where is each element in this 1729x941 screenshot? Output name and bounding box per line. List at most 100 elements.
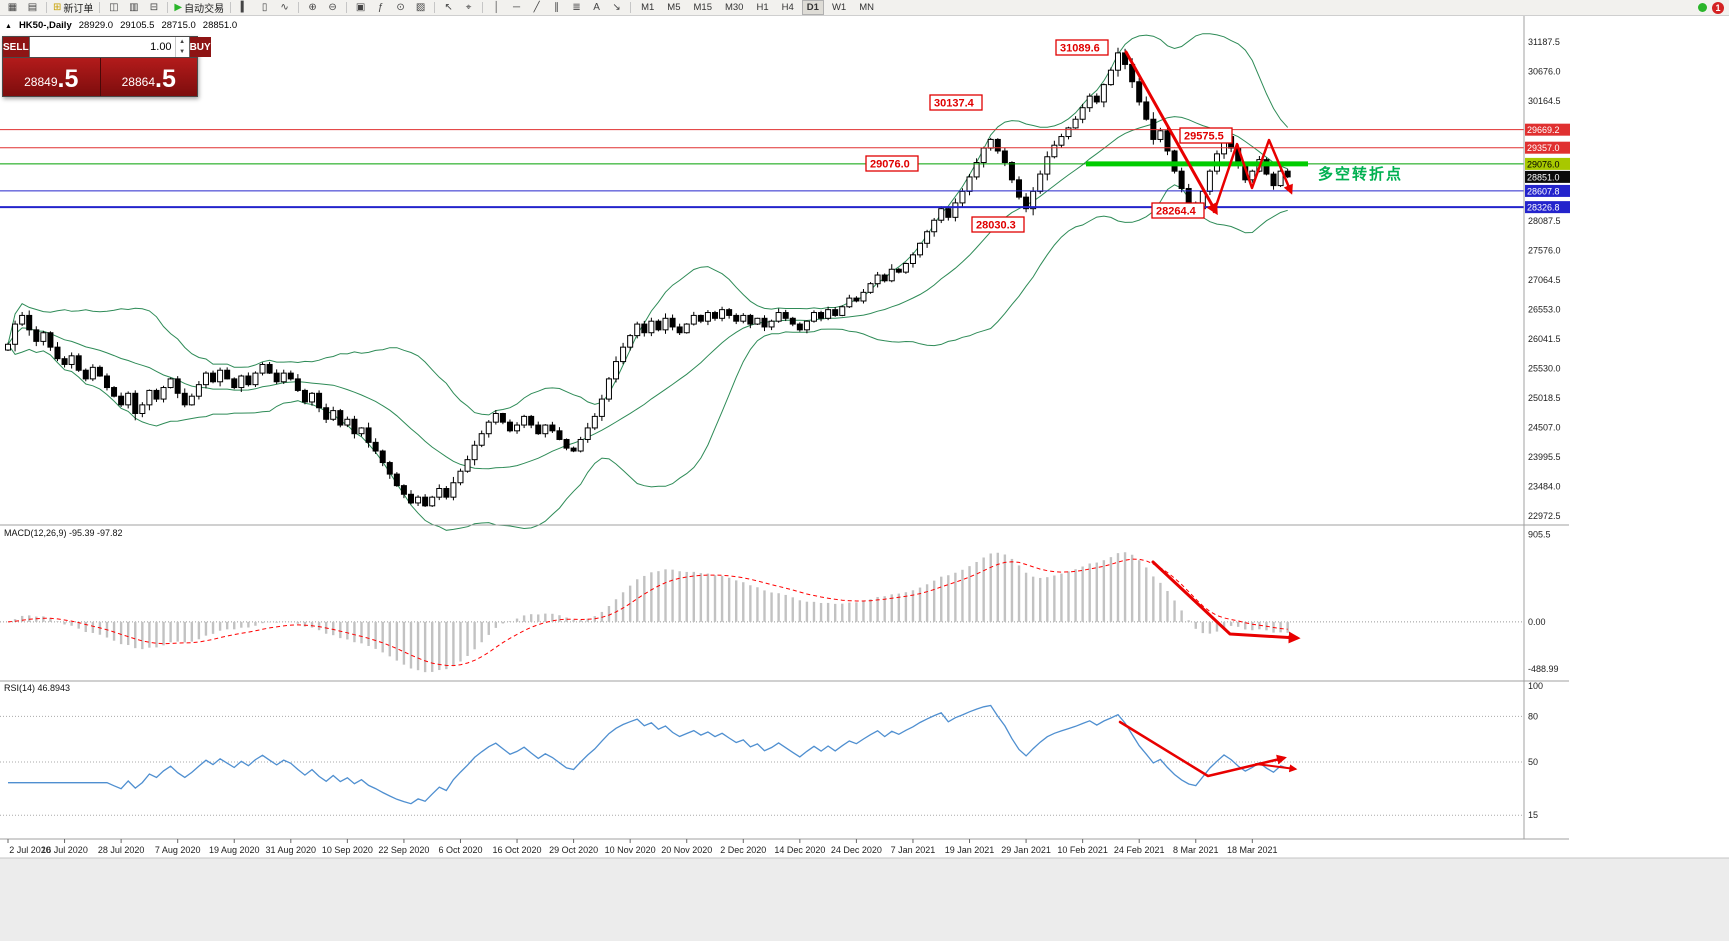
candle-body — [160, 387, 167, 400]
level-price-tag-text: 28607.8 — [1527, 186, 1560, 196]
chart-profiles-icon[interactable]: ▤ — [23, 1, 42, 15]
candle-body — [1001, 150, 1008, 164]
zoom-in-icon[interactable]: ⊕ — [303, 1, 322, 15]
candle-body — [195, 384, 202, 397]
indicators-icon[interactable]: ƒ — [371, 1, 390, 15]
arrows-tool-icon-glyph: ↘ — [612, 1, 621, 13]
text-tool-icon[interactable]: A — [587, 1, 606, 15]
channel-icon-glyph: ∥ — [554, 1, 560, 13]
price-callout-box[interactable] — [1151, 202, 1205, 219]
crosshair-icon[interactable]: ⌖ — [459, 1, 478, 15]
trend-arrow[interactable] — [1124, 50, 1218, 216]
timeframe-d1[interactable]: D1 — [801, 0, 824, 15]
date-label: 8 Mar 2021 — [1173, 845, 1219, 855]
volume-input[interactable] — [29, 37, 175, 57]
candle-body — [111, 387, 118, 397]
market-watch-icon[interactable]: ◫ — [104, 1, 123, 15]
volume-increase-button[interactable]: ▲ — [179, 39, 186, 45]
candle-body — [358, 427, 365, 435]
candle-body — [591, 415, 598, 429]
price-callout-box[interactable] — [1055, 39, 1109, 56]
candle-body — [457, 470, 464, 484]
timeframe-m5[interactable]: M5 — [667, 2, 681, 13]
terminal-icon[interactable]: ⊟ — [144, 1, 163, 15]
candle-body — [966, 176, 973, 192]
line-chart-type-icon[interactable]: ∿ — [275, 1, 294, 15]
notification-badge[interactable]: 1 — [1712, 1, 1724, 14]
data-window-icon[interactable]: ▥ — [124, 1, 143, 15]
zoom-out-icon[interactable]: ⊖ — [323, 1, 342, 15]
timeframe-mn[interactable]: MN — [859, 2, 874, 13]
candle-body — [676, 326, 683, 334]
price-callout-box[interactable] — [1179, 127, 1233, 144]
date-label: 20 Nov 2020 — [661, 845, 712, 855]
bar-chart-type-icon[interactable]: ▍ — [235, 1, 254, 15]
candle-body — [351, 418, 358, 435]
buy-button[interactable]: BUY — [189, 37, 211, 57]
candle-body — [1107, 69, 1114, 86]
candle-body — [1058, 136, 1065, 146]
timeframe-h1[interactable]: H1 — [756, 2, 769, 13]
price-callout-text: 28264.4 — [1156, 206, 1197, 218]
candle-body — [627, 335, 634, 348]
tile-windows-icon[interactable]: ▣ — [351, 1, 370, 15]
candle-body — [1030, 190, 1037, 210]
candle-body — [1270, 173, 1277, 187]
date-label: 19 Jan 2021 — [945, 845, 995, 855]
price-callout-box[interactable] — [971, 216, 1025, 233]
templates-icon[interactable]: ▨ — [411, 1, 430, 15]
periods-icon[interactable]: ⊙ — [391, 1, 410, 15]
candlestick-type-icon[interactable]: ▯ — [255, 1, 274, 15]
candle-body — [379, 450, 386, 464]
candle-body — [1114, 52, 1121, 71]
price-scale-label: 30676.0 — [1528, 67, 1561, 77]
date-label: 24 Dec 2020 — [831, 845, 882, 855]
trendline-icon[interactable]: ╱ — [527, 1, 546, 15]
candle-body — [132, 392, 139, 415]
candle-body — [26, 314, 33, 331]
timeframe-h4[interactable]: H4 — [781, 2, 794, 13]
auto-trading-button[interactable]: ▶ 自动交易 — [172, 1, 226, 16]
vertical-line-icon[interactable]: │ — [487, 1, 506, 15]
candle-body — [563, 438, 570, 449]
crosshair-icon-glyph: ⌖ — [465, 1, 472, 13]
trend-arrow[interactable] — [1255, 763, 1298, 773]
date-label: 18 Mar 2021 — [1227, 845, 1278, 855]
price-callout-box[interactable] — [929, 94, 983, 111]
connection-status-icon — [1698, 3, 1707, 12]
timeframe-m15[interactable]: M15 — [693, 2, 712, 13]
cursor-icon[interactable]: ↖ — [439, 1, 458, 15]
trend-arrow[interactable] — [1118, 720, 1287, 778]
volume-decrease-button[interactable]: ▼ — [179, 49, 186, 55]
candle-body — [1206, 170, 1213, 192]
chart-canvas[interactable]: MACD(12,26,9) -95.39 -97.82 905.5 0.00 -488… — [0, 16, 1729, 941]
fibonacci-icon[interactable]: ≣ — [567, 1, 586, 15]
candle-body — [1100, 84, 1107, 103]
trend-arrow[interactable] — [1212, 138, 1293, 214]
new-order-button[interactable]: ⊞ 新订单 — [51, 1, 95, 16]
horizontal-line-icon[interactable]: ─ — [507, 1, 526, 15]
arrows-tool-icon[interactable]: ↘ — [607, 1, 626, 15]
timeframe-m1[interactable]: M1 — [641, 2, 655, 13]
rsi-scale-label: 50 — [1528, 757, 1538, 767]
timeframe-m30[interactable]: M30 — [724, 2, 744, 13]
level-price-tag — [1525, 184, 1570, 197]
trend-arrow[interactable] — [1151, 560, 1301, 644]
price-scale-label: 26041.5 — [1528, 334, 1561, 344]
zoom-out-icon-glyph: ⊖ — [328, 1, 337, 13]
sell-price-display[interactable]: 28849 .5 — [3, 58, 101, 96]
candle-body — [146, 389, 153, 406]
channel-icon[interactable]: ∥ — [547, 1, 566, 15]
price-scale[interactable]: 31187.5 30676.0 30164.5 28087.5 27576.0 27064… — [1525, 37, 1570, 521]
buy-price-display[interactable]: 28864 .5 — [100, 58, 197, 96]
price-callout-box[interactable] — [865, 155, 919, 172]
timeframe-w1[interactable]: W1 — [831, 2, 847, 13]
candle-body — [1157, 130, 1164, 140]
toolbar-separator — [46, 2, 47, 13]
candle-body — [231, 378, 238, 389]
new-chart-icon[interactable]: ▦ — [3, 1, 22, 15]
sell-button[interactable]: SELL — [3, 37, 29, 57]
main-toolbar: ▦ ▤ ⊞ 新订单 ◫ ▥ ⊟ ▶ 自动交易 ▍ ▯ ∿ ⊕ ⊖ ▣ ƒ ⊙ ▨ ↖ ⌖ │ ─ ╱ ∥ ≣ A ↘ M1 M5 M15 M… — [0, 0, 1729, 16]
turning-point-note[interactable]: 多空转折点 — [1318, 165, 1403, 183]
